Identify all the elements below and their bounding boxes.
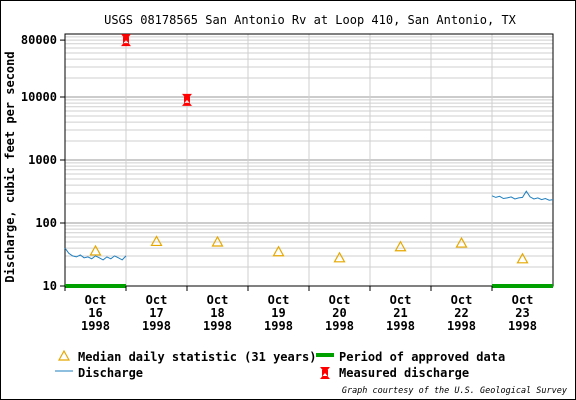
y-tick-label: 1000 — [28, 153, 57, 167]
x-tick-label: Oct — [451, 293, 473, 307]
x-tick-label: 1998 — [447, 319, 476, 333]
x-tick-label: Oct — [268, 293, 290, 307]
x-tick-label: 19 — [271, 306, 285, 320]
measured-point — [121, 34, 131, 47]
x-tick-label: 1998 — [264, 319, 293, 333]
y-tick-label: 10 — [43, 279, 57, 293]
y-tick-label: 100 — [35, 216, 57, 230]
x-tick-label: Oct — [512, 293, 534, 307]
x-tick-label: Oct — [207, 293, 229, 307]
measured-point — [182, 93, 192, 106]
y-tick-label: 10000 — [21, 90, 57, 104]
x-tick-label: 1998 — [325, 319, 354, 333]
chart-title: USGS 08178565 San Antonio Rv at Loop 410… — [104, 13, 517, 27]
median-point — [516, 252, 529, 264]
legend-measured-label: Measured discharge — [339, 366, 469, 380]
x-tick-label: 16 — [88, 306, 102, 320]
median-point — [272, 245, 285, 257]
x-tick-label: Oct — [329, 293, 351, 307]
legend-median: Median daily statistic (31 years) — [57, 349, 316, 364]
credit-text: Graph courtesy of the U.S. Geological Su… — [342, 386, 568, 396]
approved-period-bar — [65, 284, 126, 288]
legend-discharge: Discharge — [55, 366, 143, 380]
x-tick-label: Oct — [390, 293, 412, 307]
y-tick-labels: 10 100 1000 10000 80000 — [21, 33, 65, 293]
x-tick-label: 21 — [393, 306, 407, 320]
approved-period-bars — [65, 284, 553, 288]
median-point — [211, 235, 224, 247]
discharge-series-line — [64, 247, 127, 261]
approved-period-bar — [492, 284, 553, 288]
x-tick-label: 17 — [149, 306, 163, 320]
x-tick-label: 1998 — [81, 319, 110, 333]
legend-measured: Measured discharge — [320, 366, 469, 380]
triangle-marker-icon — [57, 349, 71, 361]
x-tick-label: 1998 — [508, 319, 537, 333]
x-tick-label: 1998 — [386, 319, 415, 333]
x-tick-label: 23 — [515, 306, 529, 320]
x-tick-label: 1998 — [203, 319, 232, 333]
plot-area — [64, 34, 554, 264]
red-marker-icon — [320, 367, 330, 379]
x-tick-label: 20 — [332, 306, 346, 320]
legend: Median daily statistic (31 years) Period… — [55, 349, 505, 380]
median-point — [333, 251, 346, 263]
legend-median-label: Median daily statistic (31 years) — [78, 350, 316, 364]
median-point — [455, 236, 468, 248]
median-point — [89, 244, 102, 256]
x-tick-label: Oct — [85, 293, 107, 307]
x-tick-labels: Oct161998Oct171998Oct181998Oct191998Oct2… — [64, 286, 537, 333]
x-tick-label: Oct — [146, 293, 168, 307]
grid-lines — [64, 33, 554, 287]
x-tick-label: 22 — [454, 306, 468, 320]
y-tick-label: 80000 — [21, 33, 57, 47]
x-tick-label: 1998 — [142, 319, 171, 333]
y-axis-label: Discharge, cubic feet per second — [3, 51, 17, 282]
median-point — [394, 240, 407, 252]
legend-discharge-label: Discharge — [78, 366, 143, 380]
legend-approved: Period of approved data — [316, 350, 505, 364]
discharge-series-line — [491, 190, 554, 201]
median-point — [150, 235, 163, 247]
legend-approved-label: Period of approved data — [339, 350, 505, 364]
x-tick-label: 18 — [210, 306, 224, 320]
